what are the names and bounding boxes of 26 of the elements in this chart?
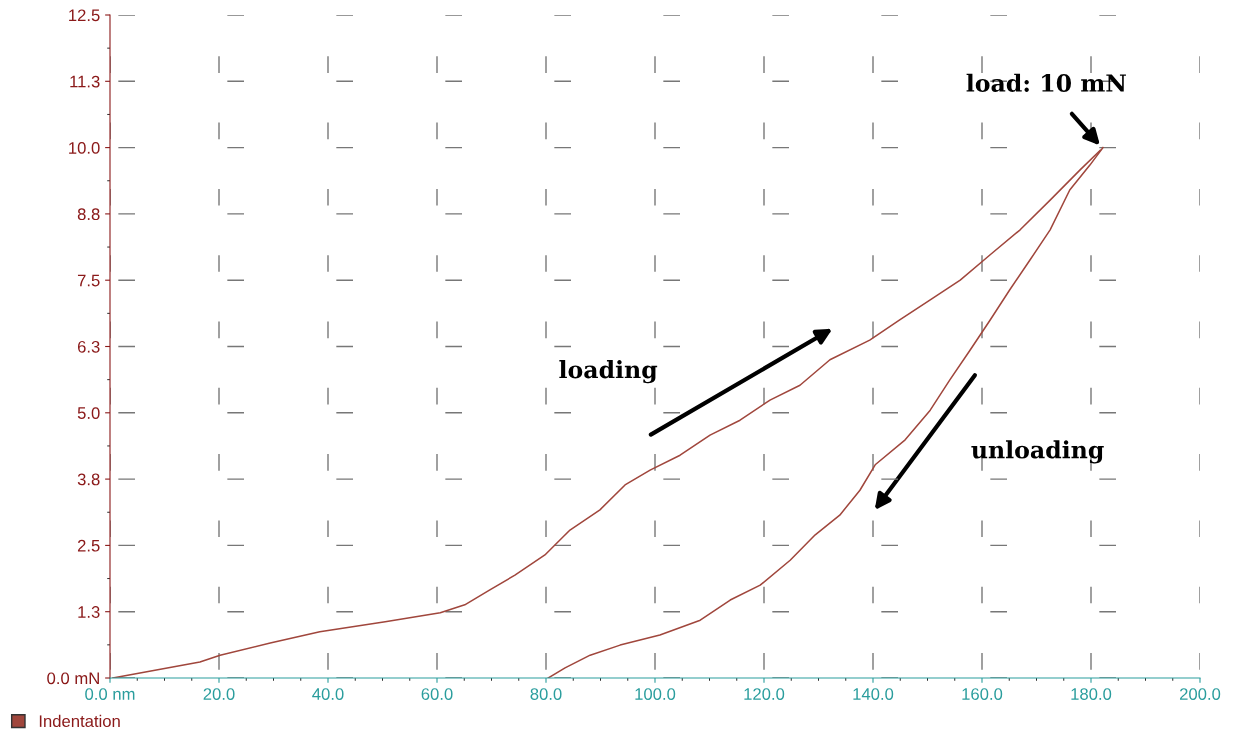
- y-tick-label: 10.0: [69, 142, 100, 154]
- y-tick-label: 11.3: [70, 75, 100, 88]
- legend-label: Indentation: [39, 714, 120, 728]
- x-tick-label: 120.0: [744, 688, 785, 700]
- annotation: unloading: [971, 440, 1104, 464]
- x-tick-label: 40.0: [312, 688, 344, 700]
- y-tick-label: 5.0: [77, 407, 100, 419]
- x-tick-label: 80.0: [530, 688, 562, 700]
- x-tick-label: 60.0: [421, 688, 453, 700]
- x-tick-label: 140.0: [853, 688, 894, 700]
- y-tick-label: 3.8: [77, 473, 100, 486]
- annotation: load: 10 mN: [966, 73, 1126, 92]
- y-tick-label: 7.5: [77, 274, 100, 287]
- y-tick-label: 1.3: [78, 606, 100, 618]
- y-tick-label: 12.5: [69, 9, 100, 22]
- x-tick-label: 100.0: [635, 688, 676, 700]
- x-tick-label: 160.0: [962, 688, 1003, 700]
- annotation: loading: [559, 360, 658, 384]
- x-tick-label: 200.0: [1179, 688, 1221, 700]
- x-tick-label: 20.0: [203, 688, 235, 700]
- y-tick-label: 6.3: [77, 340, 100, 353]
- y-tick-label: 8.8: [77, 208, 100, 221]
- y-tick-label: 2.5: [77, 539, 100, 552]
- y-tick-label: 0.0 mN: [47, 672, 99, 685]
- x-tick-label: 180.0: [1071, 688, 1112, 700]
- x-tick-label: 0.0 nm: [85, 688, 135, 700]
